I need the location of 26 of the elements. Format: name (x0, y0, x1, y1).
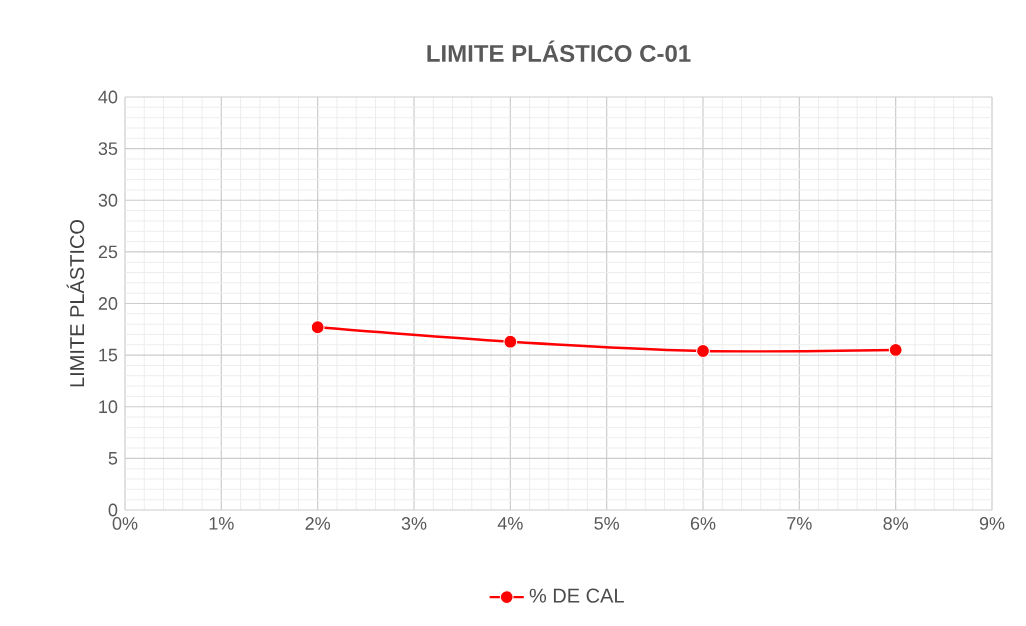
y-tick-label: 25 (98, 245, 118, 259)
x-tick-label: 6% (690, 517, 716, 530)
y-tick-label: 20 (98, 297, 118, 310)
y-tick-label: 40 (98, 90, 118, 104)
legend-label: % DE CAL (529, 588, 624, 603)
point (310, 320, 325, 335)
point (888, 343, 903, 357)
x-tick-label: 1% (209, 517, 234, 530)
x-tick-label: 3% (401, 517, 427, 530)
x-tick-label: 0% (112, 517, 138, 530)
point (696, 344, 710, 358)
chart-title: LIMITE PLÁSTICO C-01 (427, 40, 691, 62)
y-tick-label: 0 (108, 503, 118, 517)
y-tick-label: 35 (98, 142, 118, 156)
x-tick-label: 2% (305, 517, 331, 530)
x-tick-label: 9% (979, 517, 1005, 530)
x-tick-label: 7% (787, 517, 812, 530)
x-tick-label: 4% (497, 517, 523, 530)
x-tick-label: 8% (883, 517, 909, 530)
y-tick-label: 30 (98, 193, 118, 207)
y-axis-title: LIMITE PLÁSTICO (66, 219, 85, 387)
point (503, 334, 518, 349)
y-tick-label: 15 (99, 348, 118, 362)
y-tick-label: 5 (108, 452, 118, 465)
x-tick-label: 5% (594, 517, 620, 530)
y-tick-label: 10 (99, 400, 118, 414)
